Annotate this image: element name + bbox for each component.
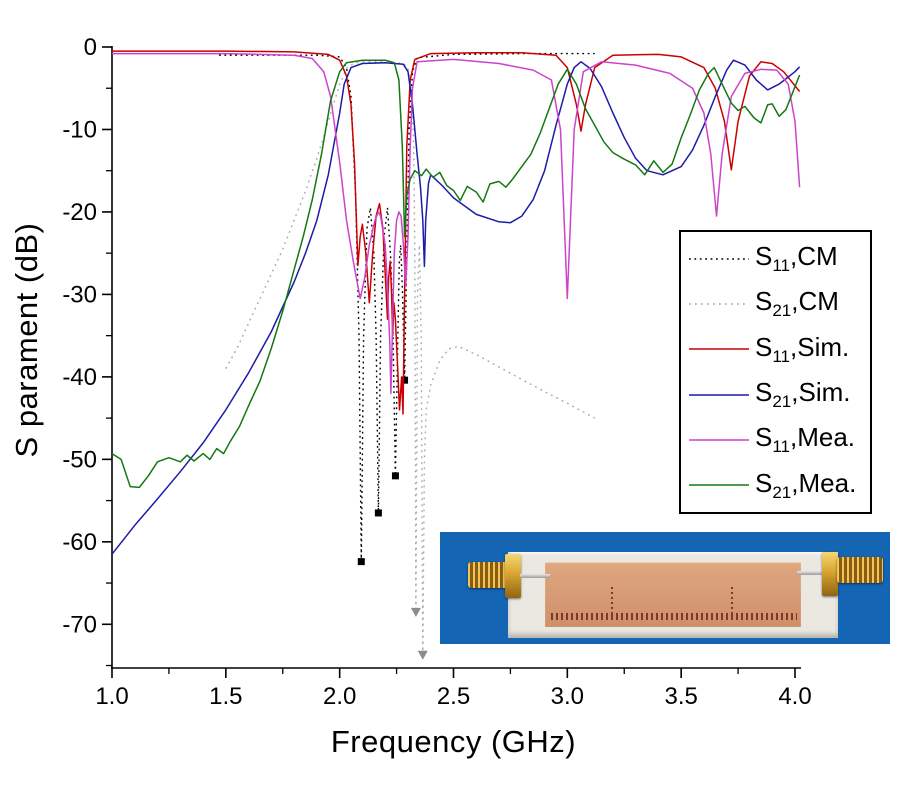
legend-label: S11,Sim. — [755, 331, 850, 366]
marker-square-s11_cm — [357, 558, 365, 566]
sma-nut-left — [505, 554, 521, 598]
sma-nut-right — [822, 552, 838, 596]
marker-square-s11_cm — [374, 509, 382, 517]
curve-s11_cm — [219, 52, 595, 563]
legend-label: S21,Mea. — [755, 467, 857, 502]
y-tick-label: -50 — [62, 446, 97, 473]
legend-line-sample — [689, 303, 749, 305]
copper-microstrip-area — [545, 562, 801, 627]
sma-connector-left — [468, 562, 512, 588]
y-tick-label: -10 — [62, 116, 97, 143]
x-tick-label: 2.5 — [437, 683, 470, 710]
legend-line-sample — [689, 257, 749, 260]
legend-label: S21,CM — [755, 286, 839, 321]
curve-s11_sim — [112, 50, 801, 415]
legend-item-s21_cm: S21,CM — [688, 286, 868, 321]
marker-square-s11_cm — [391, 472, 399, 480]
y-tick-label: -40 — [62, 364, 97, 391]
x-tick-label: 1.5 — [209, 683, 242, 710]
legend-item-s21_sim: S21,Sim. — [688, 379, 868, 410]
legend-line-sample — [689, 348, 749, 351]
y-tick-label: -60 — [62, 529, 97, 556]
y-tick-label: -30 — [62, 281, 97, 308]
x-tick-label: 1.0 — [95, 683, 128, 710]
x-tick-label: 3.5 — [664, 683, 697, 710]
y-tick-label: -20 — [62, 199, 97, 226]
legend-label: S11,CM — [755, 241, 838, 276]
legend-line-sample — [689, 439, 749, 441]
marker-triangle-s21_cm — [417, 650, 428, 660]
x-axis-title: Frequency (GHz) — [330, 724, 577, 759]
legend-item-s21_mea: S21,Mea. — [688, 470, 868, 501]
via-column-right — [731, 587, 733, 614]
x-tick-label: 4.0 — [778, 683, 811, 710]
curve-s11_mea — [112, 52, 801, 395]
legend-line-sample — [689, 484, 749, 487]
curve-s21_sim — [111, 59, 801, 555]
sma-pin-left — [520, 574, 550, 578]
legend-item-s11_cm: S11,CM — [688, 243, 868, 274]
legend-item-s11_sim: S11,Sim. — [688, 334, 868, 365]
legend-label: S21,Sim. — [755, 377, 851, 412]
y-axis-title: S parament (dB) — [9, 222, 44, 458]
y-tick-label: 0 — [84, 34, 97, 61]
via-row — [551, 613, 797, 620]
x-tick-label: 2.0 — [323, 683, 356, 710]
legend-line-sample — [689, 393, 749, 396]
y-tick-label: -70 — [62, 611, 97, 638]
marker-square-s11_cm — [401, 376, 409, 384]
legend: S11,CM S21,CM S11,Sim. S21,Sim. S11,Mea. S21,… — [679, 230, 872, 514]
legend-label: S11,Mea. — [755, 422, 856, 457]
curve-s21_cm — [225, 61, 596, 656]
x-tick-label: 3.0 — [551, 683, 584, 710]
via-column-left — [611, 587, 613, 614]
marker-triangle-s21_cm — [410, 607, 421, 617]
device-photo — [440, 532, 890, 644]
curve-s21_mea — [111, 59, 801, 489]
sma-connector-right — [837, 557, 883, 583]
legend-item-s11_mea: S11,Mea. — [688, 422, 868, 457]
sma-pin-right — [797, 571, 825, 575]
filter-substrate — [508, 552, 838, 638]
